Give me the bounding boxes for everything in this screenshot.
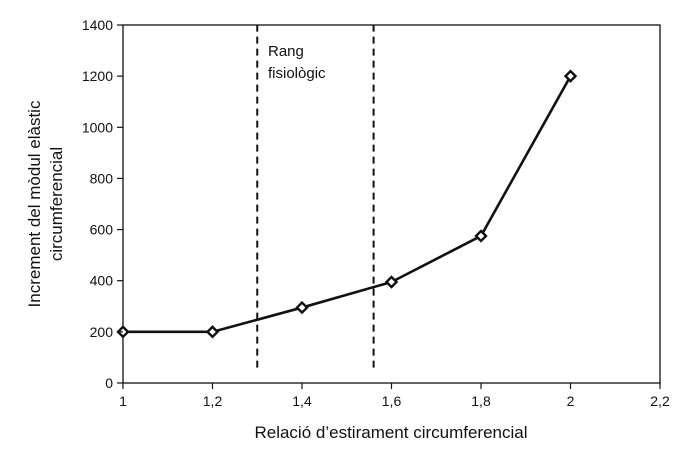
y-axis-title-line-2: circumferencial [47,147,66,261]
y-tick-label: 600 [90,222,114,238]
series-layer [116,69,578,339]
series-line [123,75,572,334]
annotation-line-2: fisiològic [268,65,326,82]
x-tick-label: 1,4 [292,393,312,409]
y-tick-label: 0 [105,375,113,391]
data-point-marker [384,275,399,289]
reference-lines [256,25,375,368]
y-tick-label: 1000 [82,119,113,135]
annotation-line-1: Rang [268,43,304,60]
y-tick-label: 800 [90,170,114,186]
y-tick-label: 400 [90,273,114,289]
x-axis-title: Relació d’estirament circumferencial [254,423,527,442]
y-tick-label: 200 [90,324,114,340]
x-tick-label: 1,8 [471,393,491,409]
y-tick-label: 1400 [82,17,113,33]
x-axis-ticks: 1 1,2 1,4 1,6 1,8 2 2,2 [119,383,670,409]
x-tick-label: 2 [567,393,575,409]
data-point-marker [474,229,488,243]
plot-frame [122,24,661,384]
x-tick-label: 1,2 [203,393,223,409]
y-axis-title-line-1: Increment del mòdul elàstic [25,100,44,307]
x-tick-label: 1,6 [382,393,402,409]
data-point-marker [205,325,220,339]
x-tick-label: 2,2 [650,393,670,409]
x-tick-label: 1 [119,393,127,409]
y-axis-ticks: 0 200 400 600 800 1000 1200 1400 [82,17,123,391]
y-tick-label: 1200 [82,68,113,84]
data-point-marker [563,69,578,83]
data-point-marker [295,300,309,315]
